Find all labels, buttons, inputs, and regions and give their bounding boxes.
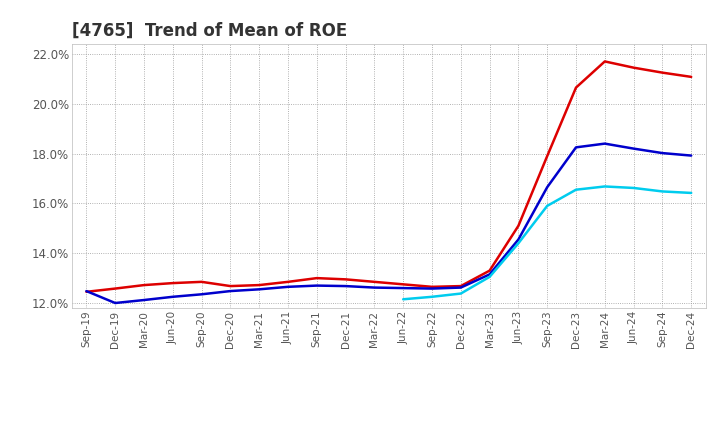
- 5 Years: [82, 289, 91, 294]
- 5 Years: [687, 153, 696, 158]
- 7 Years: [658, 189, 667, 194]
- 5 Years: [111, 301, 120, 306]
- 7 Years: [485, 274, 494, 279]
- 3 Years: [82, 289, 91, 294]
- 5 Years: [399, 286, 408, 291]
- 5 Years: [197, 292, 206, 297]
- 5 Years: [140, 297, 148, 303]
- 3 Years: [284, 279, 292, 285]
- 5 Years: [312, 283, 321, 288]
- 5 Years: [600, 141, 609, 146]
- 3 Years: [399, 282, 408, 287]
- 5 Years: [255, 287, 264, 292]
- 3 Years: [226, 283, 235, 289]
- 7 Years: [629, 185, 638, 191]
- 5 Years: [514, 237, 523, 242]
- 3 Years: [658, 70, 667, 75]
- 3 Years: [687, 74, 696, 80]
- 5 Years: [226, 289, 235, 294]
- 3 Years: [312, 275, 321, 281]
- 3 Years: [543, 154, 552, 159]
- 3 Years: [485, 268, 494, 273]
- 5 Years: [629, 146, 638, 151]
- 5 Years: [543, 184, 552, 190]
- 3 Years: [370, 279, 379, 285]
- 5 Years: [168, 294, 177, 300]
- 3 Years: [168, 280, 177, 286]
- 7 Years: [514, 241, 523, 246]
- 7 Years: [687, 190, 696, 195]
- 3 Years: [255, 282, 264, 288]
- Line: 7 Years: 7 Years: [403, 187, 691, 299]
- 5 Years: [485, 272, 494, 277]
- 5 Years: [370, 285, 379, 290]
- Line: 3 Years: 3 Years: [86, 62, 691, 292]
- 3 Years: [629, 65, 638, 70]
- 7 Years: [543, 203, 552, 209]
- 3 Years: [111, 286, 120, 291]
- 3 Years: [572, 85, 580, 90]
- 5 Years: [572, 145, 580, 150]
- 5 Years: [428, 286, 436, 291]
- 3 Years: [140, 282, 148, 288]
- 3 Years: [514, 223, 523, 228]
- 5 Years: [456, 285, 465, 290]
- 5 Years: [284, 284, 292, 290]
- 7 Years: [572, 187, 580, 192]
- 3 Years: [456, 283, 465, 289]
- 7 Years: [428, 294, 436, 300]
- 3 Years: [197, 279, 206, 285]
- Text: [4765]  Trend of Mean of ROE: [4765] Trend of Mean of ROE: [72, 22, 347, 40]
- 7 Years: [399, 297, 408, 302]
- 5 Years: [341, 283, 350, 289]
- 3 Years: [600, 59, 609, 64]
- 3 Years: [428, 284, 436, 290]
- 3 Years: [341, 277, 350, 282]
- Line: 5 Years: 5 Years: [86, 143, 691, 303]
- 5 Years: [658, 150, 667, 156]
- 7 Years: [600, 184, 609, 189]
- 7 Years: [456, 291, 465, 296]
